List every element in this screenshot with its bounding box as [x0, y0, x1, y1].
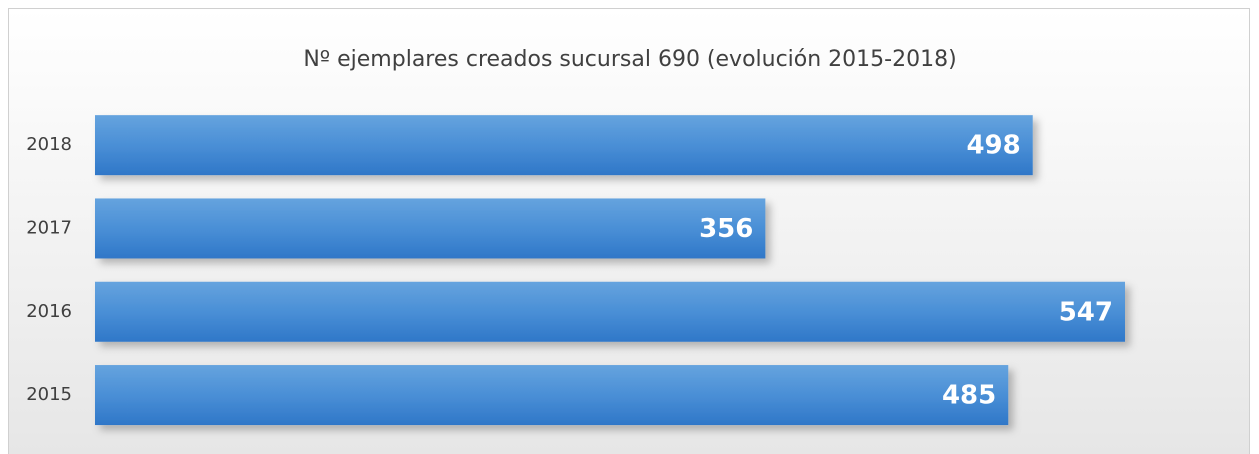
chart-title: Nº ejemplares creados sucursal 690 (evol…	[303, 47, 956, 72]
data-label: 356	[699, 214, 753, 244]
data-label: 485	[942, 381, 996, 411]
y-tick-label: 2017	[26, 217, 72, 238]
bar	[95, 281, 1125, 342]
data-label: 498	[966, 131, 1020, 161]
data-label: 547	[1059, 297, 1113, 327]
bar	[95, 198, 766, 259]
bar	[95, 365, 1009, 426]
y-tick-label: 2015	[26, 384, 72, 405]
y-tick-label: 2016	[26, 301, 72, 322]
bar	[95, 115, 1033, 176]
y-tick-label: 2018	[26, 134, 72, 155]
